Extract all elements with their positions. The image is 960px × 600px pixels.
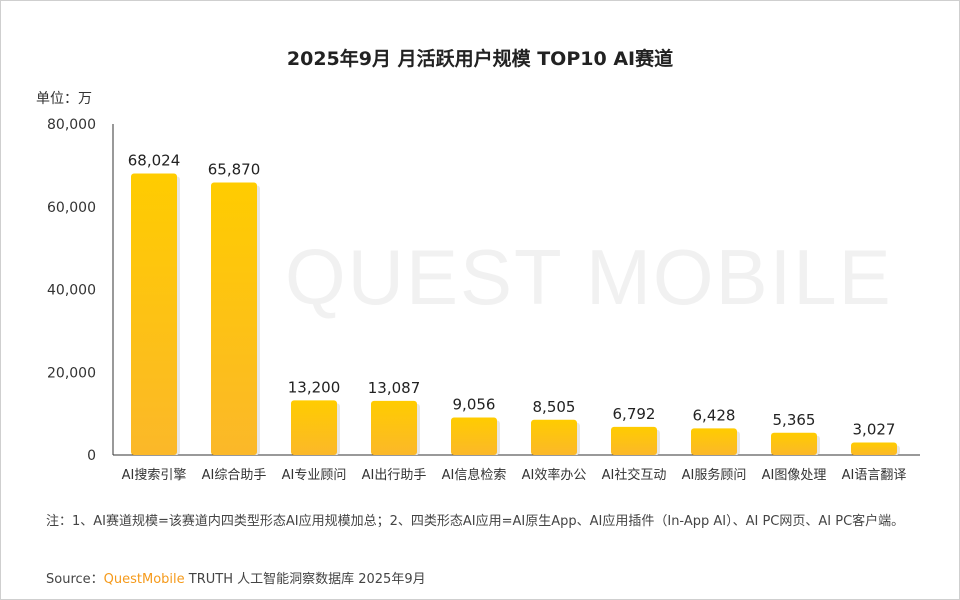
data-label: 65,870 bbox=[208, 160, 261, 178]
bar bbox=[691, 428, 737, 455]
source-brand: QuestMobile bbox=[103, 572, 185, 587]
y-tick-label: 60,000 bbox=[47, 200, 96, 216]
x-tick-label: AI信息检索 bbox=[442, 467, 507, 483]
bar bbox=[451, 417, 497, 455]
unit-label: 单位：万 bbox=[36, 91, 92, 107]
bar bbox=[371, 400, 417, 455]
data-label: 13,087 bbox=[368, 379, 421, 397]
watermark: QUEST MOBILE bbox=[285, 233, 893, 321]
x-tick-label: AI出行助手 bbox=[362, 468, 427, 483]
bar bbox=[211, 182, 257, 455]
bar bbox=[771, 432, 817, 455]
chart-title: 2025年9月 月活跃用户规模 TOP10 AI赛道 bbox=[286, 48, 674, 70]
source-line: Source：QuestMobile TRUTH 人工智能洞察数据库 2025年… bbox=[46, 568, 426, 587]
bar-chart: 0 20,000 40,000 60,000 80,000 68,024 AI搜索引擎 65,… bbox=[47, 117, 920, 483]
x-tick-label: AI效率办公 bbox=[522, 467, 587, 483]
x-tick-label: AI综合助手 bbox=[202, 468, 267, 483]
x-tick-label: AI语言翻译 bbox=[842, 468, 907, 483]
source-text: TRUTH 人工智能洞察数据库 2025年9月 bbox=[184, 572, 426, 587]
x-tick-label: AI搜索引擎 bbox=[122, 468, 187, 483]
data-label: 13,200 bbox=[288, 378, 341, 396]
source-label: Source： bbox=[46, 572, 104, 587]
bar bbox=[131, 173, 177, 455]
data-label: 6,428 bbox=[693, 406, 736, 424]
y-tick-label: 40,000 bbox=[47, 283, 96, 299]
data-label: 5,365 bbox=[773, 411, 816, 429]
x-tick-label: AI社交互动 bbox=[602, 467, 667, 483]
footnote: 注：1、AI赛道规模=该赛道内四类型形态AI应用规模加总；2、四类形态AI应用=… bbox=[46, 514, 905, 529]
y-tick-label: 0 bbox=[87, 448, 96, 464]
y-tick-label: 80,000 bbox=[47, 117, 96, 133]
x-tick-label: AI专业顾问 bbox=[282, 468, 347, 483]
x-tick-label: AI图像处理 bbox=[762, 468, 827, 483]
data-label: 8,505 bbox=[533, 398, 576, 416]
data-label: 68,024 bbox=[128, 152, 181, 170]
bar bbox=[611, 426, 657, 455]
data-label: 6,792 bbox=[613, 405, 656, 423]
data-label: 3,027 bbox=[853, 420, 896, 438]
data-label: 9,056 bbox=[453, 396, 496, 414]
bar bbox=[291, 400, 337, 455]
bar bbox=[851, 442, 897, 455]
x-tick-label: AI服务顾问 bbox=[682, 467, 747, 483]
bar bbox=[531, 419, 577, 455]
y-tick-label: 20,000 bbox=[47, 365, 96, 381]
